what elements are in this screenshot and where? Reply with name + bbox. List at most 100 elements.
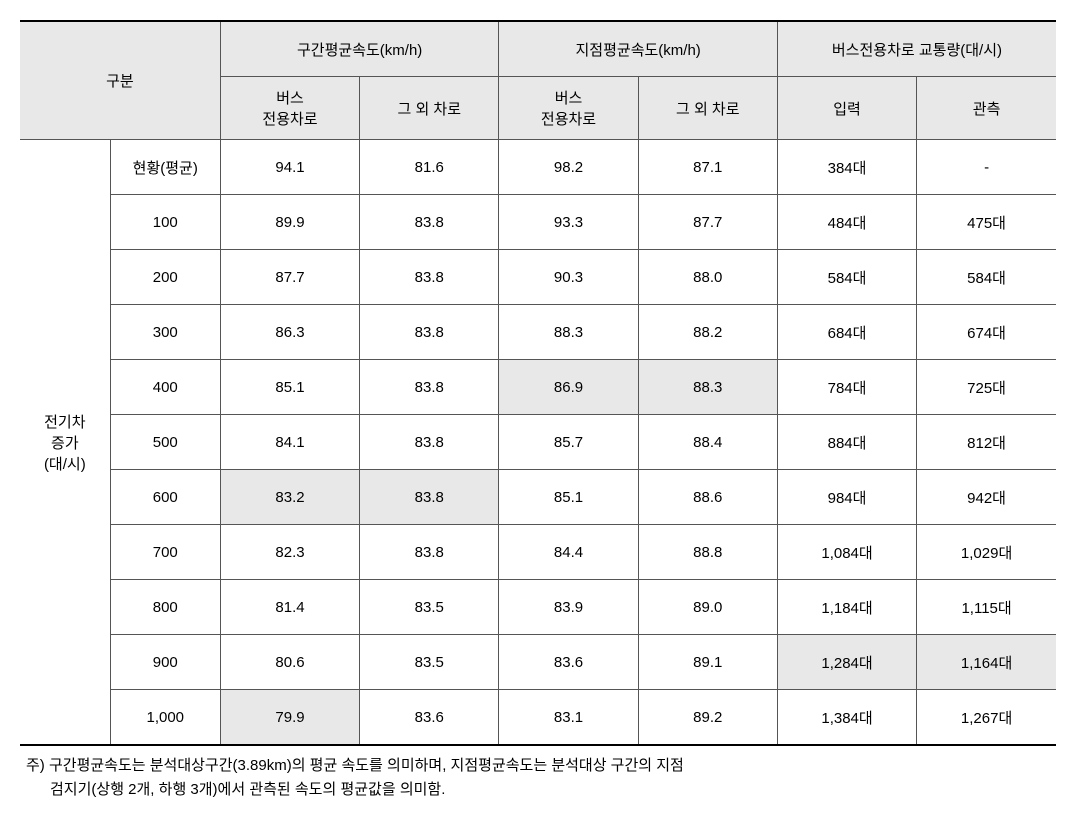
footnote-line2: 검지기(상행 2개, 하행 3개)에서 관측된 속도의 평균값을 의미함. xyxy=(26,781,445,798)
data-cell: 89.0 xyxy=(638,580,777,635)
data-cell: 82.3 xyxy=(220,525,359,580)
table-row: 전기차증가(대/시)현황(평균)94.181.698.287.1384대- xyxy=(20,140,1056,195)
data-cell: 83.8 xyxy=(360,305,499,360)
row-sublabel: 700 xyxy=(110,525,220,580)
th-traffic-input: 입력 xyxy=(777,77,916,140)
data-cell: 674대 xyxy=(917,305,1056,360)
data-cell: 89.9 xyxy=(220,195,359,250)
data-cell: 1,267대 xyxy=(917,690,1056,746)
data-cell: 83.5 xyxy=(360,580,499,635)
data-cell: 87.7 xyxy=(220,250,359,305)
row-sublabel: 현황(평균) xyxy=(110,140,220,195)
data-cell: 86.3 xyxy=(220,305,359,360)
data-cell: 684대 xyxy=(777,305,916,360)
table-row: 80081.483.583.989.01,184대1,115대 xyxy=(20,580,1056,635)
data-cell: 87.7 xyxy=(638,195,777,250)
data-cell: - xyxy=(917,140,1056,195)
data-cell: 89.1 xyxy=(638,635,777,690)
table-row: 90080.683.583.689.11,284대1,164대 xyxy=(20,635,1056,690)
row-sublabel: 500 xyxy=(110,415,220,470)
th-group-section-speed: 구간평균속도(km/h) xyxy=(220,21,499,77)
footnote-line1: 주) 구간평균속도는 분석대상구간(3.89km)의 평균 속도를 의미하며, … xyxy=(26,757,684,774)
th-group-bus-lane-traffic: 버스전용차로 교통량(대/시) xyxy=(777,21,1056,77)
data-cell: 1,115대 xyxy=(917,580,1056,635)
row-sublabel: 200 xyxy=(110,250,220,305)
data-cell: 88.3 xyxy=(638,360,777,415)
table-row: 40085.183.886.988.3784대725대 xyxy=(20,360,1056,415)
data-cell: 1,029대 xyxy=(917,525,1056,580)
data-cell: 1,184대 xyxy=(777,580,916,635)
data-cell: 87.1 xyxy=(638,140,777,195)
data-cell: 83.9 xyxy=(499,580,638,635)
table-row: 20087.783.890.388.0584대584대 xyxy=(20,250,1056,305)
data-cell: 94.1 xyxy=(220,140,359,195)
data-cell: 584대 xyxy=(777,250,916,305)
data-cell: 83.1 xyxy=(499,690,638,746)
th-section-other: 그 외 차로 xyxy=(360,77,499,140)
data-cell: 86.9 xyxy=(499,360,638,415)
data-cell: 88.2 xyxy=(638,305,777,360)
data-cell: 98.2 xyxy=(499,140,638,195)
table-row: 10089.983.893.387.7484대475대 xyxy=(20,195,1056,250)
data-cell: 83.5 xyxy=(360,635,499,690)
th-point-other: 그 외 차로 xyxy=(638,77,777,140)
th-point-bus: 버스전용차로 xyxy=(499,77,638,140)
data-cell: 83.8 xyxy=(360,195,499,250)
row-sublabel: 1,000 xyxy=(110,690,220,746)
data-cell: 81.6 xyxy=(360,140,499,195)
data-cell: 1,284대 xyxy=(777,635,916,690)
data-cell: 88.4 xyxy=(638,415,777,470)
th-group-point-speed: 지점평균속도(km/h) xyxy=(499,21,778,77)
data-cell: 84.1 xyxy=(220,415,359,470)
data-cell: 84.4 xyxy=(499,525,638,580)
table-head: 구분 구간평균속도(km/h) 지점평균속도(km/h) 버스전용차로 교통량(… xyxy=(20,21,1056,140)
data-cell: 81.4 xyxy=(220,580,359,635)
data-cell: 85.7 xyxy=(499,415,638,470)
th-traffic-observe: 관측 xyxy=(917,77,1056,140)
row-sublabel: 300 xyxy=(110,305,220,360)
row-sublabel: 800 xyxy=(110,580,220,635)
data-cell: 79.9 xyxy=(220,690,359,746)
data-table: 구분 구간평균속도(km/h) 지점평균속도(km/h) 버스전용차로 교통량(… xyxy=(20,20,1056,746)
data-cell: 90.3 xyxy=(499,250,638,305)
th-section-bus: 버스전용차로 xyxy=(220,77,359,140)
data-cell: 83.8 xyxy=(360,415,499,470)
data-cell: 83.8 xyxy=(360,470,499,525)
data-cell: 812대 xyxy=(917,415,1056,470)
data-cell: 384대 xyxy=(777,140,916,195)
data-cell: 83.2 xyxy=(220,470,359,525)
data-cell: 88.6 xyxy=(638,470,777,525)
data-cell: 83.8 xyxy=(360,360,499,415)
table-row: 30086.383.888.388.2684대674대 xyxy=(20,305,1056,360)
data-cell: 484대 xyxy=(777,195,916,250)
data-cell: 83.6 xyxy=(360,690,499,746)
data-cell: 83.8 xyxy=(360,525,499,580)
table-row: 1,00079.983.683.189.21,384대1,267대 xyxy=(20,690,1056,746)
table-body: 전기차증가(대/시)현황(평균)94.181.698.287.1384대-100… xyxy=(20,140,1056,746)
data-cell: 1,084대 xyxy=(777,525,916,580)
row-group-label: 전기차증가(대/시) xyxy=(20,140,110,746)
data-cell: 89.2 xyxy=(638,690,777,746)
table-row: 50084.183.885.788.4884대812대 xyxy=(20,415,1056,470)
table-container: 구분 구간평균속도(km/h) 지점평균속도(km/h) 버스전용차로 교통량(… xyxy=(20,20,1056,802)
data-cell: 884대 xyxy=(777,415,916,470)
th-category: 구분 xyxy=(20,21,220,140)
data-cell: 784대 xyxy=(777,360,916,415)
data-cell: 1,164대 xyxy=(917,635,1056,690)
data-cell: 725대 xyxy=(917,360,1056,415)
row-sublabel: 100 xyxy=(110,195,220,250)
data-cell: 80.6 xyxy=(220,635,359,690)
data-cell: 942대 xyxy=(917,470,1056,525)
data-cell: 85.1 xyxy=(499,470,638,525)
data-cell: 93.3 xyxy=(499,195,638,250)
footnote: 주) 구간평균속도는 분석대상구간(3.89km)의 평균 속도를 의미하며, … xyxy=(20,746,1056,802)
data-cell: 88.8 xyxy=(638,525,777,580)
data-cell: 1,384대 xyxy=(777,690,916,746)
table-row: 60083.283.885.188.6984대942대 xyxy=(20,470,1056,525)
data-cell: 85.1 xyxy=(220,360,359,415)
data-cell: 584대 xyxy=(917,250,1056,305)
data-cell: 475대 xyxy=(917,195,1056,250)
data-cell: 83.8 xyxy=(360,250,499,305)
data-cell: 88.3 xyxy=(499,305,638,360)
row-sublabel: 600 xyxy=(110,470,220,525)
